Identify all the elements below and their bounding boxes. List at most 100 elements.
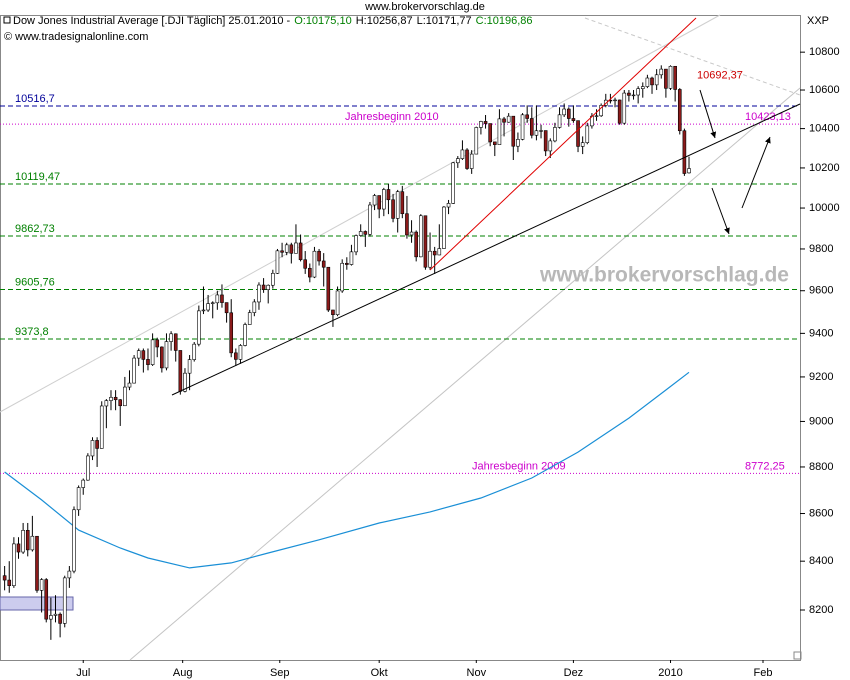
candle-body [354,235,358,253]
candle-body [234,352,238,360]
channel-line [584,17,801,96]
candle-body [67,570,72,579]
arrow [699,89,717,139]
ohlc-value: O:10175,10 [294,15,352,27]
candle-body [12,543,16,586]
candle-body [594,115,599,117]
candle-body [479,121,483,128]
candle-body [280,250,284,253]
level-label: 10516,7 [15,93,55,105]
candle-body [118,399,123,407]
chart-title: Dow Jones Industrial Average [.DJI Tägli… [13,15,533,27]
candle-body [252,301,257,313]
x-tick-label: Feb [754,667,773,679]
candle-body [183,372,187,392]
candle-body [456,158,460,164]
range-box [0,596,74,611]
candle-body [423,215,428,268]
candle-body [391,199,395,219]
candle-body [349,251,354,265]
candle-body [317,250,321,262]
candle-body [659,68,664,76]
candle-body [617,99,622,124]
candle-body [62,577,67,624]
copyright: © www.tradesignalonline.com [4,31,148,43]
candle-body [201,309,206,312]
candle-body [650,77,654,86]
candle-body [465,149,469,169]
candle-body [30,535,35,551]
candle-body [432,250,437,256]
y-tick-label: 10000 [809,202,840,214]
candle-body [340,262,344,292]
candle-body [405,213,409,236]
candle-body [516,139,520,147]
candle-body [492,141,497,145]
candle-body [603,99,608,106]
candle-body [44,579,49,620]
axes: 8200 8400 8600 8800 9000 9200 9400 9600 9800 1000… [76,46,839,679]
candle-body [257,284,261,303]
x-tick-label: Okt [371,667,388,679]
level-text: Jahresbeginn 2009 [472,460,566,472]
candle-body [21,530,25,553]
candle-body [298,242,303,261]
candle-body [345,262,349,265]
y-tick-label: 9600 [809,285,833,297]
candle-body [520,114,525,140]
level-label: 8772,25 [745,460,785,472]
candle-body [173,333,178,351]
resize-handle [793,651,802,660]
support-line [171,103,801,396]
candle-body [146,359,150,365]
series-icon [3,16,11,24]
candle-body [197,310,201,345]
candle-body [460,149,465,159]
ohlc-group: O:10175,10 H:10256,87 L:10171,77 C:10196,86 [294,15,532,27]
candle-body [566,108,571,119]
candle-body [215,294,220,304]
y-tick-label: 8200 [809,604,833,616]
candle-body [386,189,391,201]
candle-body [543,130,548,152]
moving-average-layer [4,371,690,569]
candle-body [622,92,627,124]
candle-body [599,105,603,117]
candle-body [266,284,271,290]
candle-body [104,400,109,407]
y-tick-label: 8600 [809,507,833,519]
x-tick-label: Sep [270,667,290,679]
candle-body [664,68,668,89]
candle-body [312,250,317,278]
candle-body [220,294,224,303]
candle-body [627,92,631,96]
candle-body [35,535,39,591]
arrow [711,187,730,235]
candle-body [7,579,12,586]
candle-body [271,272,275,286]
candle-body [529,118,534,136]
candle-body [636,88,640,96]
candle-body [261,284,266,290]
candle-body [58,613,62,624]
x-tick-label: Nov [467,667,487,679]
candle-body [90,440,95,457]
candle-body [331,309,335,316]
candle-body [363,231,368,235]
candle-body [99,405,104,449]
level-label: 9862,73 [15,223,55,235]
price-annotation: 10692,37 [697,69,743,81]
candle-body [49,615,53,620]
candle-body [187,359,192,374]
candle-body [294,242,298,254]
y-tick-label: 10400 [809,123,840,135]
y-tick-label: 10200 [809,162,840,174]
candle-body [428,250,432,268]
candle-body [192,343,197,360]
arrow [741,136,771,209]
level-label: 9373,8 [15,326,49,338]
candle-body [109,396,113,401]
x-tick-label: Aug [173,667,193,679]
candle-body [178,350,183,392]
candle-body [645,77,650,87]
